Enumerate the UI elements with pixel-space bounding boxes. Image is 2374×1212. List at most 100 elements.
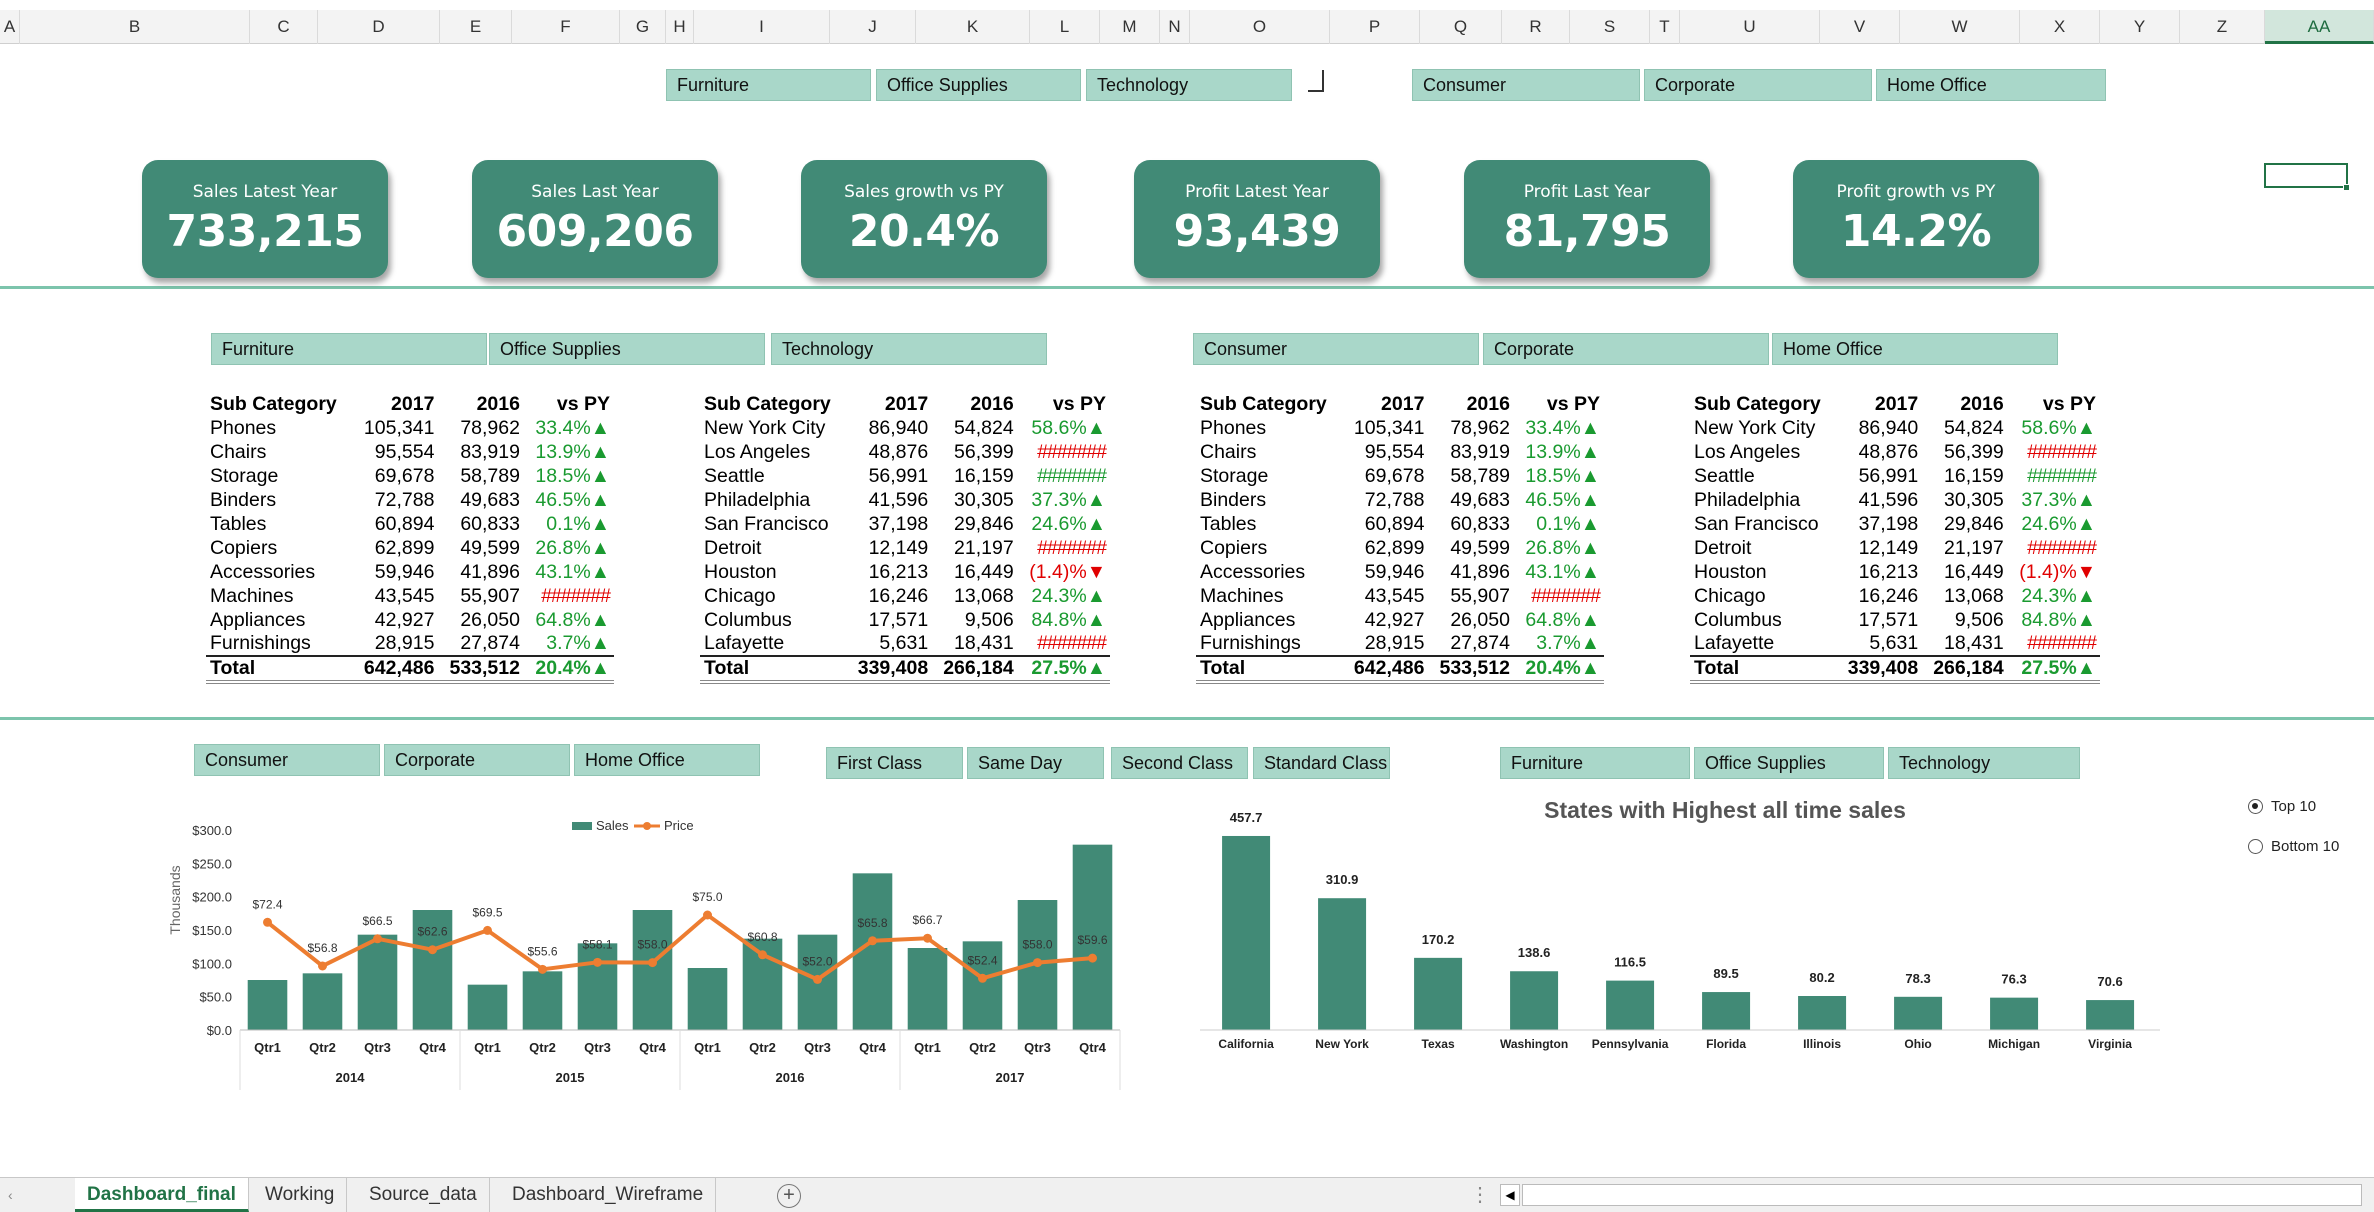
slicer-furniture[interactable]: Furniture [211, 333, 487, 365]
hscroll-left-button[interactable]: ◀ [1500, 1184, 1520, 1206]
sales-bar[interactable] [357, 934, 398, 1030]
column-header-u[interactable]: U [1680, 10, 1820, 44]
add-sheet-button[interactable]: + [777, 1184, 801, 1208]
column-header-i[interactable]: I [694, 10, 830, 44]
sales-bar[interactable] [962, 941, 1003, 1030]
column-header-d[interactable]: D [318, 10, 440, 44]
price-point[interactable] [1033, 958, 1042, 968]
column-header-k[interactable]: K [916, 10, 1030, 44]
state-bar[interactable] [1318, 898, 1367, 1030]
state-bar[interactable] [1606, 980, 1655, 1030]
column-header-l[interactable]: L [1030, 10, 1100, 44]
sales-bar[interactable] [632, 910, 673, 1030]
price-point[interactable] [373, 934, 382, 944]
state-bar[interactable] [1990, 997, 2039, 1030]
column-header-r[interactable]: R [1502, 10, 1570, 44]
state-bar[interactable] [1222, 835, 1271, 1030]
state-bar[interactable] [1414, 957, 1463, 1030]
column-header-w[interactable]: W [1900, 10, 2020, 44]
tab-options-icon[interactable]: ⋮ [1470, 1184, 1490, 1206]
slicer-multiselect-icon[interactable] [1308, 70, 1324, 92]
column-header-x[interactable]: X [2020, 10, 2100, 44]
quarterly-sales-chart[interactable]: Thousands $0.0 $50.0 $100.0 $150.0 $200.0 $250… [160, 800, 1130, 1100]
slicer-home-office[interactable]: Home Office [574, 744, 760, 776]
slicer-technology[interactable]: Technology [1888, 747, 2080, 779]
bottom10-radio[interactable]: Bottom 10 [2248, 838, 2339, 855]
column-header-j[interactable]: J [830, 10, 916, 44]
slicer-standard-class[interactable]: Standard Class [1253, 747, 1390, 779]
column-header-h[interactable]: H [666, 10, 694, 44]
sheet-tab-working[interactable]: Working [253, 1178, 348, 1212]
sales-bar[interactable] [687, 968, 728, 1030]
price-point[interactable] [318, 961, 327, 971]
state-bar[interactable] [1798, 996, 1847, 1030]
price-point[interactable] [593, 957, 602, 967]
state-bar[interactable] [2086, 1000, 2135, 1030]
column-header-m[interactable]: M [1100, 10, 1160, 44]
sales-bar[interactable] [1072, 844, 1113, 1030]
price-point[interactable] [648, 958, 657, 968]
column-header-t[interactable]: T [1650, 10, 1680, 44]
state-bar[interactable] [1702, 992, 1751, 1030]
slicer-second-class[interactable]: Second Class [1111, 747, 1248, 779]
slicer-corporate[interactable]: Corporate [1483, 333, 1769, 365]
slicer-home-office[interactable]: Home Office [1876, 69, 2106, 101]
column-header-q[interactable]: Q [1420, 10, 1502, 44]
slicer-first-class[interactable]: First Class [826, 747, 963, 779]
slicer-corporate[interactable]: Corporate [384, 744, 570, 776]
slicer-office-supplies[interactable]: Office Supplies [876, 69, 1081, 101]
column-header-s[interactable]: S [1570, 10, 1650, 44]
states-sales-chart[interactable]: States with Highest all time sales 457.7 C… [1190, 785, 2190, 1065]
price-point[interactable] [428, 945, 437, 955]
column-header-a[interactable]: A [0, 10, 20, 44]
slicer-corporate[interactable]: Corporate [1644, 69, 1872, 101]
sheet-tab-dashboard-wireframe[interactable]: Dashboard_Wireframe [500, 1178, 717, 1212]
sales-bar[interactable] [522, 971, 563, 1030]
slicer-technology[interactable]: Technology [771, 333, 1047, 365]
sales-bar[interactable] [247, 980, 288, 1030]
slicer-furniture[interactable]: Furniture [666, 69, 871, 101]
price-point[interactable] [263, 917, 272, 927]
slicer-consumer[interactable]: Consumer [1193, 333, 1479, 365]
column-header-o[interactable]: O [1190, 10, 1330, 44]
price-point[interactable] [978, 973, 987, 983]
slicer-consumer[interactable]: Consumer [1412, 69, 1640, 101]
sales-bar[interactable] [907, 948, 948, 1030]
sheet-tab-dashboard-final[interactable]: Dashboard_final [75, 1178, 249, 1212]
state-bar[interactable] [1510, 971, 1559, 1030]
price-point[interactable] [923, 933, 932, 943]
sheet-tab-source-data[interactable]: Source_data [357, 1178, 490, 1212]
price-point[interactable] [703, 910, 712, 920]
price-point[interactable] [868, 936, 877, 946]
sales-bar[interactable] [577, 943, 618, 1030]
slicer-technology[interactable]: Technology [1086, 69, 1292, 101]
column-header-e[interactable]: E [440, 10, 512, 44]
column-header-z[interactable]: Z [2180, 10, 2265, 44]
horizontal-scrollbar[interactable] [1522, 1184, 2362, 1206]
price-point[interactable] [538, 964, 547, 974]
slicer-office-supplies[interactable]: Office Supplies [489, 333, 765, 365]
price-point[interactable] [483, 925, 492, 935]
slicer-home-office[interactable]: Home Office [1772, 333, 2058, 365]
column-header-y[interactable]: Y [2100, 10, 2180, 44]
slicer-consumer[interactable]: Consumer [194, 744, 380, 776]
sales-bar[interactable] [302, 973, 343, 1030]
column-header-b[interactable]: B [20, 10, 250, 44]
slicer-furniture[interactable]: Furniture [1500, 747, 1690, 779]
slicer-office-supplies[interactable]: Office Supplies [1694, 747, 1884, 779]
price-point[interactable] [758, 950, 767, 960]
sales-bar[interactable] [467, 984, 508, 1030]
column-header-v[interactable]: V [1820, 10, 1900, 44]
column-header-g[interactable]: G [620, 10, 666, 44]
fill-handle[interactable] [2343, 184, 2350, 191]
state-bar[interactable] [1894, 996, 1943, 1030]
tab-scroll-icon[interactable]: ‹ [8, 1187, 13, 1203]
column-header-p[interactable]: P [1330, 10, 1420, 44]
selected-cell[interactable] [2264, 163, 2348, 188]
price-line[interactable] [266, 912, 1093, 982]
slicer-same-day[interactable]: Same Day [967, 747, 1104, 779]
sales-bar[interactable] [412, 910, 453, 1030]
column-header-f[interactable]: F [512, 10, 620, 44]
price-point[interactable] [813, 974, 822, 984]
top10-radio[interactable]: Top 10 [2248, 798, 2316, 815]
